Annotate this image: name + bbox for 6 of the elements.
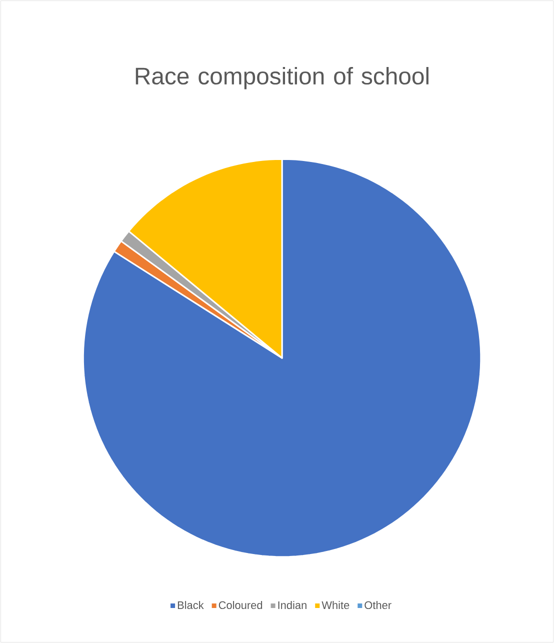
legend-label: Coloured (218, 601, 262, 610)
chart-title: Race composition of school (136, 67, 428, 90)
legend-label: Other (364, 601, 392, 610)
legend-label: White (322, 601, 350, 610)
legend-label: Indian (278, 601, 306, 610)
legend-label: Black (178, 601, 204, 610)
